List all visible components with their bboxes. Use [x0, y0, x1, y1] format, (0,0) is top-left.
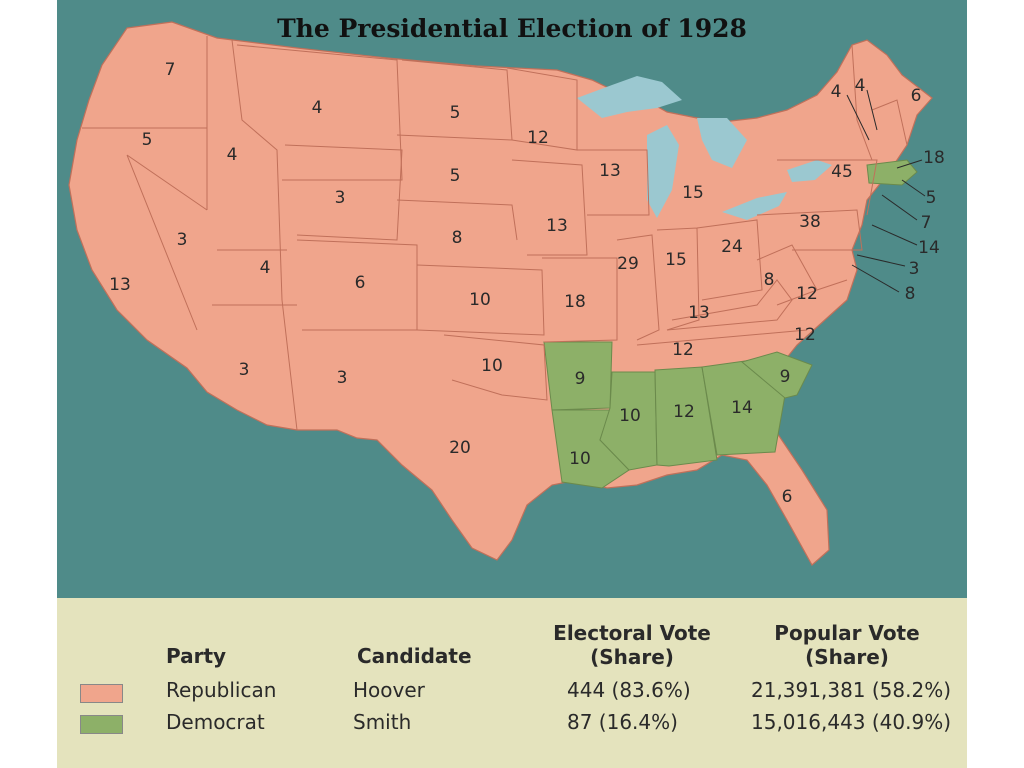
- state-labels: 7 5 13 4 3 4 3 4 3 6 3 5 5 8 10 10 20 12…: [109, 60, 945, 507]
- label-nd: 5: [450, 103, 461, 123]
- lake-michigan: [647, 125, 679, 218]
- label-wa: 7: [165, 60, 176, 80]
- label-la: 10: [569, 449, 591, 469]
- label-sd: 5: [450, 166, 461, 186]
- legend-swatch-republican: [80, 684, 123, 703]
- label-md: 8: [905, 284, 916, 304]
- lake-huron: [697, 118, 747, 168]
- lake-erie: [722, 192, 787, 220]
- label-ms: 10: [619, 406, 641, 426]
- region-south-carolina: [740, 351, 813, 399]
- label-va: 12: [796, 284, 818, 304]
- label-nh: 4: [855, 76, 866, 96]
- legend-header-candidate: Candidate: [357, 644, 472, 668]
- legend-electoral-republican: 444 (83.6%): [567, 678, 691, 702]
- label-ca: 13: [109, 275, 131, 295]
- label-fl: 6: [782, 487, 793, 507]
- region-massachusetts: [866, 159, 918, 186]
- label-pa: 38: [799, 212, 821, 232]
- election-map-figure: 7 5 13 4 3 4 3 4 3 6 3 5 5 8 10 10 20 12…: [57, 0, 967, 768]
- legend-header-popular-line1: Popular Vote: [774, 621, 920, 645]
- label-ri: 5: [926, 188, 937, 208]
- label-wv: 8: [764, 270, 775, 290]
- label-me: 6: [911, 86, 922, 106]
- label-ut: 4: [260, 258, 271, 278]
- legend-electoral-democrat: 87 (16.4%): [567, 710, 678, 734]
- legend-panel: Party Candidate Electoral Vote (Share) P…: [57, 598, 967, 768]
- label-az: 3: [239, 360, 250, 380]
- label-or: 5: [142, 130, 153, 150]
- label-mn: 12: [527, 128, 549, 148]
- legend-swatch-democrat: [80, 715, 123, 734]
- legend-candidate-hoover: Hoover: [353, 678, 425, 702]
- label-ky: 13: [688, 303, 710, 323]
- label-ma: 18: [923, 148, 945, 168]
- label-wi: 13: [599, 161, 621, 181]
- label-mi: 15: [682, 183, 704, 203]
- label-oh: 24: [721, 237, 743, 257]
- label-ar: 9: [575, 369, 586, 389]
- label-nc: 12: [794, 325, 816, 345]
- label-nv: 3: [177, 230, 188, 250]
- map-svg: [68, 21, 933, 566]
- legend-popular-republican: 21,391,381 (58.2%): [751, 678, 952, 702]
- us-map: 7 5 13 4 3 4 3 4 3 6 3 5 5 8 10 10 20 12…: [57, 0, 967, 598]
- legend-header-electoral-line2: (Share): [590, 645, 674, 669]
- label-co: 6: [355, 273, 366, 293]
- leader-lines: [846, 89, 926, 293]
- label-ne: 8: [452, 228, 463, 248]
- lake-superior: [577, 76, 682, 118]
- label-mt: 4: [312, 98, 323, 118]
- region-alabama: [654, 366, 718, 467]
- legend-header-popular-line2: (Share): [805, 645, 889, 669]
- label-ny: 45: [831, 162, 853, 182]
- label-ct: 7: [921, 213, 932, 233]
- label-vt: 4: [831, 82, 842, 102]
- legend-party-democrat: Democrat: [166, 710, 265, 734]
- map-title: The Presidential Election of 1928: [277, 14, 747, 43]
- label-de: 3: [909, 259, 920, 279]
- label-il: 29: [617, 254, 639, 274]
- label-tn: 12: [672, 340, 694, 360]
- label-sc: 9: [780, 367, 791, 387]
- label-nj: 14: [918, 238, 940, 258]
- label-mo: 18: [564, 292, 586, 312]
- legend-popular-democrat: 15,016,443 (40.9%): [751, 710, 952, 734]
- label-ga: 14: [731, 398, 753, 418]
- legend-header-electoral: Electoral Vote (Share): [537, 621, 727, 669]
- label-ks: 10: [469, 290, 491, 310]
- label-al: 12: [673, 402, 695, 422]
- legend-party-republican: Republican: [166, 678, 277, 702]
- legend-header-party: Party: [166, 644, 227, 668]
- label-in: 15: [665, 250, 687, 270]
- label-tx: 20: [449, 438, 471, 458]
- legend-header-popular: Popular Vote (Share): [747, 621, 947, 669]
- label-ok: 10: [481, 356, 503, 376]
- label-wy: 3: [335, 188, 346, 208]
- lake-ontario: [787, 160, 832, 182]
- label-ia: 13: [546, 216, 568, 236]
- label-id: 4: [227, 145, 238, 165]
- label-nm: 3: [337, 368, 348, 388]
- legend-candidate-smith: Smith: [353, 710, 412, 734]
- state-borders: [82, 36, 908, 431]
- legend-header-electoral-line1: Electoral Vote: [553, 621, 711, 645]
